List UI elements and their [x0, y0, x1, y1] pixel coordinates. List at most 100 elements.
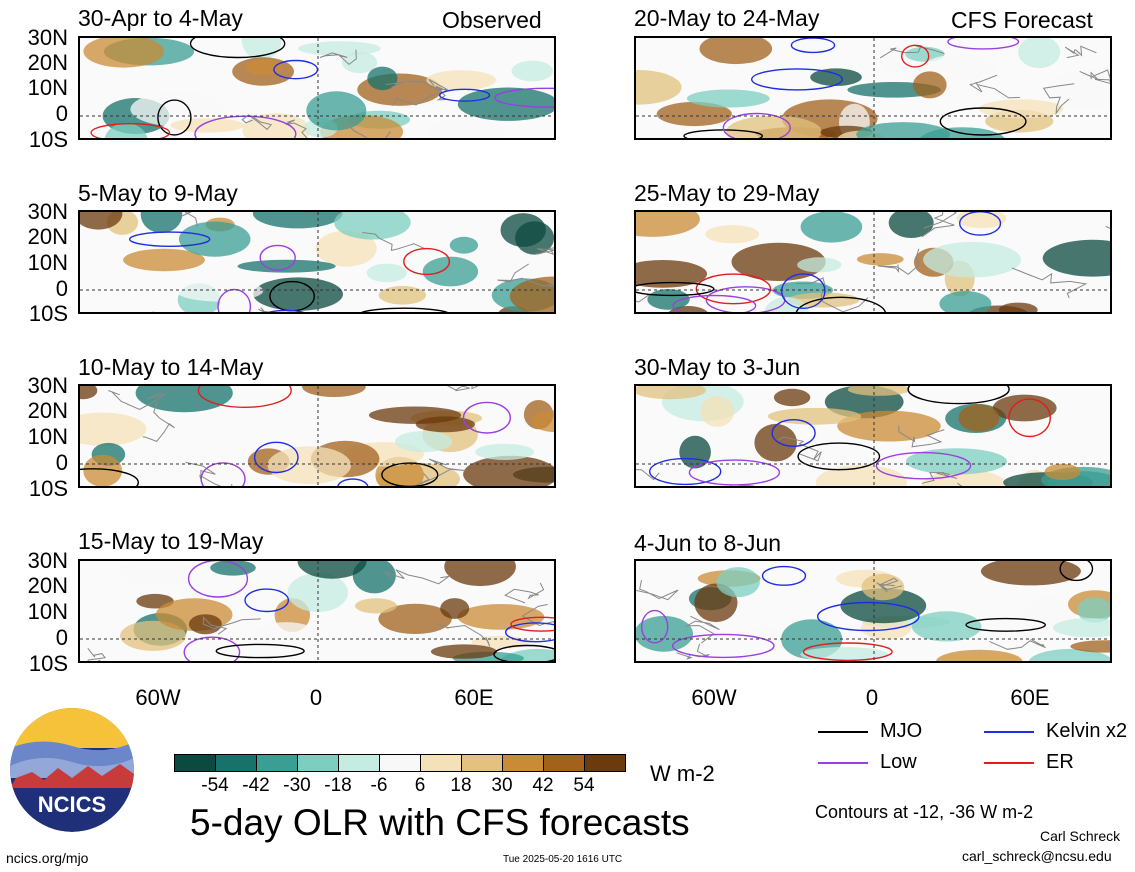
- lat-label: 10N: [27, 599, 68, 624]
- wave-contour: [688, 459, 781, 486]
- coastline: [989, 638, 1046, 650]
- colorbar-cell: [256, 754, 298, 772]
- wave-contour: [183, 636, 241, 661]
- wave-contour: [790, 38, 836, 54]
- wave-contour: [80, 468, 139, 486]
- legend-label-low: Low: [880, 751, 917, 773]
- colorbar-tick-label: -18: [324, 775, 352, 796]
- olr-anomaly-shading: [515, 221, 554, 255]
- wave-contour: [90, 123, 171, 138]
- wave-contour: [1059, 561, 1094, 582]
- olr-anomaly-shading: [686, 89, 770, 108]
- olr-anomaly-shading: [297, 561, 367, 579]
- lat-label: 0: [55, 450, 68, 475]
- olr-anomaly-shading: [170, 118, 245, 133]
- email: carl_schreck@ncsu.edu: [962, 848, 1112, 864]
- olr-anomaly-shading: [245, 59, 283, 75]
- legend-line-low: [818, 762, 868, 764]
- observed-label: Observed: [442, 7, 542, 33]
- wave-contour: [187, 561, 249, 598]
- olr-anomaly-shading: [175, 280, 264, 302]
- coastline: [202, 616, 261, 635]
- map-field: [636, 38, 1110, 138]
- olr-anomaly-shading: [913, 71, 947, 99]
- coastline: [1011, 267, 1088, 299]
- lon-label-right-60w: 60W: [691, 685, 737, 710]
- coastline: [636, 580, 679, 601]
- footer-url: ncics.org/mjo: [6, 850, 89, 866]
- panel-title-obs-3: 10-May to 14-May: [78, 354, 264, 380]
- olr-anomaly-shading: [978, 99, 1064, 119]
- colorbar-unit: W m-2: [650, 761, 715, 786]
- olr-anomaly-shading: [140, 212, 183, 234]
- colorbar-cell: [379, 754, 421, 772]
- olr-anomaly-shading: [511, 60, 553, 82]
- map-field: [636, 212, 1110, 312]
- lat-label: 10S: [28, 127, 68, 152]
- olr-anomaly-shading: [797, 257, 842, 273]
- lat-label: 0: [55, 625, 68, 650]
- lat-label: 10N: [27, 75, 68, 100]
- wave-contour: [403, 247, 451, 276]
- colorbar-cell: [215, 754, 257, 772]
- olr-anomaly-shading: [1070, 640, 1110, 653]
- wave-contour: [128, 231, 211, 248]
- coastline: [108, 390, 166, 411]
- olr-anomaly-shading: [426, 70, 497, 90]
- olr-anomaly-shading: [636, 386, 706, 400]
- lat-label: 30N: [27, 373, 68, 398]
- olr-anomaly-shading: [188, 614, 222, 635]
- map-field: [80, 561, 554, 661]
- olr-anomaly-shading: [636, 70, 682, 105]
- colorbar-tick-label: -42: [242, 775, 270, 796]
- wave-contour: [947, 38, 1020, 50]
- olr-anomaly-shading: [923, 54, 999, 80]
- lat-label: 20N: [27, 50, 68, 75]
- olr-anomaly-shading: [130, 92, 226, 127]
- lon-label-left-60w: 60W: [135, 685, 181, 710]
- wave-contour: [493, 644, 554, 661]
- panel-title-obs-2: 5-May to 9-May: [78, 180, 238, 206]
- lat-label: 30N: [27, 25, 68, 50]
- panel-title-fcst-2: 25-May to 29-May: [634, 180, 820, 206]
- wave-contour: [939, 107, 1027, 136]
- coastline: [152, 311, 154, 312]
- olr-anomaly-shading: [378, 286, 427, 305]
- coastline: [346, 117, 391, 138]
- chart-title: 5-day OLR with CFS forecasts: [190, 802, 690, 843]
- olr-anomaly-shading: [80, 412, 147, 446]
- wave-contour: [253, 441, 299, 474]
- olr-anomaly-shading: [705, 225, 760, 244]
- coastline: [87, 647, 107, 661]
- olr-anomaly-shading: [83, 454, 123, 486]
- lat-label: 30N: [27, 548, 68, 573]
- olr-anomaly-shading: [699, 38, 773, 65]
- contour-note: Contours at -12, -36 W m-2: [815, 802, 1034, 822]
- map-panel-obs-2: [78, 210, 556, 314]
- olr-anomaly-shading: [923, 241, 1022, 278]
- coastline: [258, 307, 271, 312]
- map-field: [80, 38, 554, 138]
- coastline: [385, 569, 450, 585]
- olr-anomaly-shading: [956, 212, 1007, 229]
- wave-contour: [695, 273, 772, 305]
- coastline: [1042, 83, 1075, 116]
- lat-label: 10S: [28, 301, 68, 326]
- lon-label-left-0: 0: [309, 685, 323, 710]
- coastline: [435, 622, 491, 647]
- olr-anomaly-shading: [430, 644, 498, 659]
- coastline: [876, 577, 903, 593]
- coastline: [497, 263, 554, 287]
- olr-anomaly-shading: [80, 386, 98, 400]
- legend-line-kelvin: [984, 731, 1034, 733]
- olr-anomaly-shading: [800, 647, 888, 661]
- olr-anomaly-shading: [425, 117, 506, 138]
- olr-anomaly-shading: [1053, 618, 1110, 638]
- wave-contour: [649, 457, 722, 486]
- olr-anomaly-shading: [1042, 239, 1110, 277]
- olr-anomaly-shading: [241, 38, 282, 60]
- olr-anomaly-shading: [980, 561, 1081, 586]
- coastline: [795, 277, 869, 312]
- coastline: [729, 484, 754, 486]
- legend-line-er: [984, 762, 1034, 764]
